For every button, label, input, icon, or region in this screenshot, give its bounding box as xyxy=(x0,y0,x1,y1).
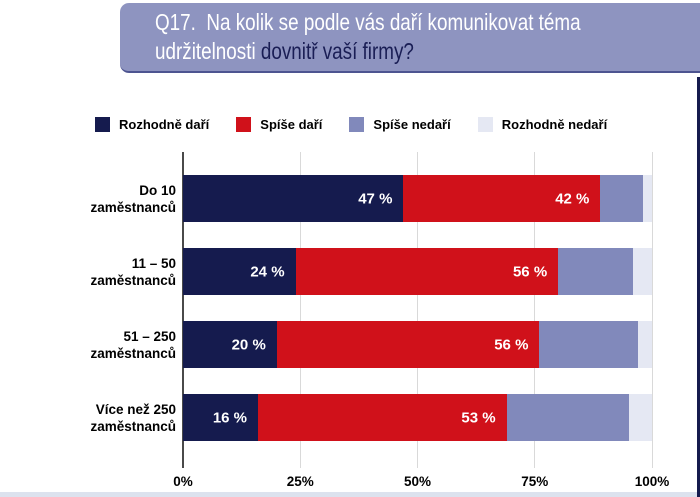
bar-segment xyxy=(558,248,634,295)
bar-segment: 53 % xyxy=(258,394,507,441)
category-label-line2: zaměstnanců xyxy=(90,199,176,215)
bar-row-2: 20 % 56 % xyxy=(183,321,652,368)
bar-segment: 47 % xyxy=(183,175,404,222)
legend-item-3: Rozhodně nedaří xyxy=(477,116,608,132)
bar-value-label: 56 % xyxy=(512,263,548,280)
category-label-1: 11 – 50 zaměstnanců xyxy=(40,248,176,295)
question-text: Q17. Na kolik se podle vás daří komuniko… xyxy=(155,8,581,66)
legend-swatch xyxy=(236,116,252,132)
category-label-0: Do 10 zaměstnanců xyxy=(40,175,176,222)
x-tick-label: 25% xyxy=(286,474,314,489)
bar-segment: 20 % xyxy=(183,321,277,368)
legend-swatch xyxy=(477,116,493,132)
bar-value-label: 24 % xyxy=(250,263,285,280)
bar-value-label: 20 % xyxy=(231,336,266,353)
bar-segment xyxy=(628,394,652,441)
category-label-line1: Více než 250 xyxy=(95,401,176,417)
gridline xyxy=(417,152,418,468)
bar-segment xyxy=(539,321,638,368)
question-header: Q17. Na kolik se podle vás daří komuniko… xyxy=(120,3,700,73)
bar-segment xyxy=(642,175,652,222)
legend-item-1: Spíše daří xyxy=(236,116,323,132)
bar-value-label: 53 % xyxy=(461,409,496,426)
category-label-line2: zaměstnanců xyxy=(90,418,176,434)
x-tick-label: 50% xyxy=(403,474,432,489)
bar-value-label: 47 % xyxy=(358,190,393,207)
legend-label: Spíše nedaří xyxy=(373,116,451,132)
gridline xyxy=(534,152,536,468)
question-line2: udržitelnosti dovnitř vaší firmy? xyxy=(155,37,581,66)
category-label-line1: 11 – 50 xyxy=(131,255,176,271)
bar-segment xyxy=(633,248,652,295)
gridline xyxy=(651,152,653,468)
legend-swatch xyxy=(349,116,365,132)
legend-label: Spíše daří xyxy=(260,116,323,132)
question-line2-white: udržitelnosti xyxy=(155,38,261,64)
bar-segment: 24 % xyxy=(183,248,296,295)
legend-label: Rozhodně nedaří xyxy=(501,116,608,132)
x-tick-label: 0% xyxy=(173,474,193,489)
question-line2-accent: dovnitř vaší firmy? xyxy=(260,38,414,64)
bar-value-label: 56 % xyxy=(494,336,529,353)
y-axis-line xyxy=(182,152,184,468)
right-edge-bar xyxy=(697,77,700,497)
legend-item-2: Spíše nedaří xyxy=(349,116,451,132)
bar-segment xyxy=(637,321,652,368)
bar-row-3: 16 % 53 % xyxy=(183,394,652,441)
bar-row-0: 47 % 42 % xyxy=(183,175,652,222)
question-line1: Q17. Na kolik se podle vás daří komuniko… xyxy=(155,9,581,35)
bar-row-1: 24 % 56 % xyxy=(183,248,652,295)
category-label-line2: zaměstnanců xyxy=(90,345,176,361)
bar-segment xyxy=(506,394,629,441)
legend-item-0: Rozhodně daří xyxy=(95,116,210,132)
bar-value-label: 16 % xyxy=(212,409,248,426)
bottom-edge-bar xyxy=(0,492,697,497)
category-label-line1: 51 – 250 xyxy=(123,328,176,344)
bar-segment: 42 % xyxy=(403,175,601,222)
bar-segment: 16 % xyxy=(183,394,259,441)
category-label-3: Více než 250 zaměstnanců xyxy=(40,394,176,441)
category-label-2: 51 – 250 zaměstnanců xyxy=(40,321,176,368)
bar-segment: 56 % xyxy=(276,321,540,368)
category-label-line2: zaměstnanců xyxy=(90,272,176,288)
category-label-line1: Do 10 xyxy=(139,182,176,198)
bar-segment: 56 % xyxy=(295,248,559,295)
x-tick-label: 75% xyxy=(521,474,549,489)
chart-plot-area: 47 % 42 % 24 % 56 % 20 % 56 % 16 % 53 % xyxy=(182,152,653,468)
bar-value-label: 42 % xyxy=(555,190,590,207)
legend: Rozhodně daří Spíše daří Spíše nedaří Rozho… xyxy=(95,115,607,133)
x-tick-label: 100% xyxy=(634,474,670,489)
gridline xyxy=(299,152,301,468)
legend-swatch xyxy=(95,116,110,132)
bar-segment xyxy=(600,175,643,222)
legend-label: Rozhodně daří xyxy=(119,116,210,132)
